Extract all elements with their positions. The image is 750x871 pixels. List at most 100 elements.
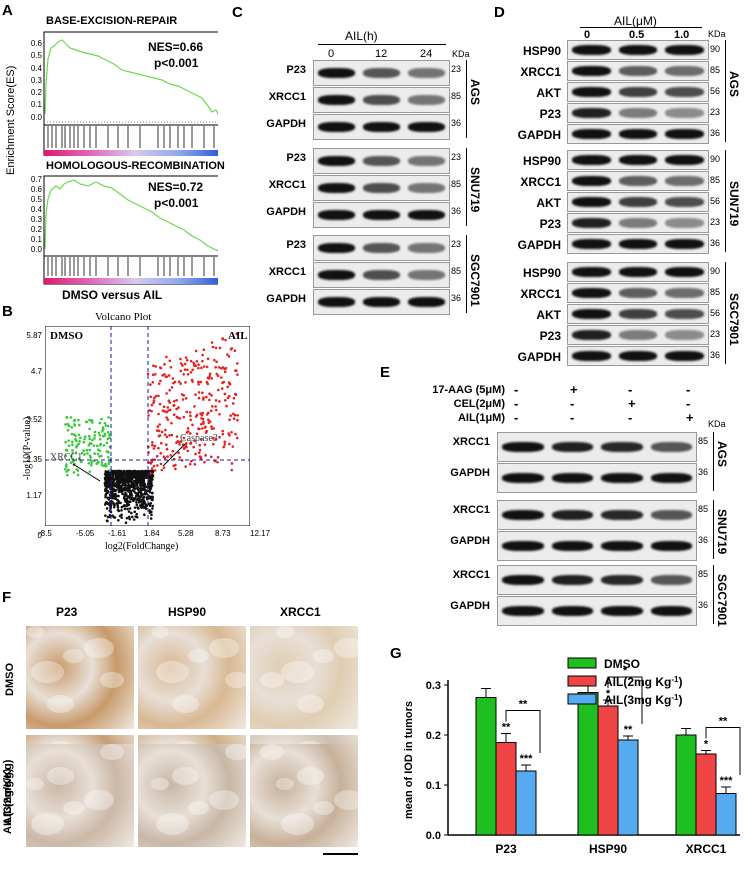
ihc-texture — [276, 626, 294, 638]
point-ns — [128, 489, 132, 493]
cell-line-label: AGS — [468, 78, 482, 105]
point-down — [105, 450, 109, 453]
point-up — [182, 415, 186, 419]
volcano-xtick: -1.61 — [108, 529, 127, 538]
blot-row-label: AKT — [536, 86, 561, 100]
point-up — [146, 372, 150, 376]
point-ns — [128, 507, 132, 510]
point-ns — [111, 470, 114, 473]
point-ns — [105, 485, 109, 489]
point-up — [156, 425, 160, 428]
point-ns — [130, 477, 134, 481]
volcano-right-group: AIL — [228, 330, 248, 342]
point-ns — [150, 498, 154, 501]
volcano-ytick: 5.87 — [26, 331, 42, 340]
y-tick-label: 0.1 — [426, 780, 441, 792]
point-down — [83, 435, 87, 438]
y-tick-label: 0.2 — [426, 730, 441, 742]
significance-stars: ** — [624, 724, 633, 736]
point-up — [197, 380, 200, 384]
point-up — [160, 468, 164, 472]
point-ns — [126, 476, 130, 479]
point-ns — [134, 475, 137, 478]
ihc-texture — [260, 672, 284, 688]
blot-row-label: GAPDH — [450, 600, 490, 612]
bar — [495, 742, 517, 836]
point-ns — [144, 473, 148, 477]
point-up — [158, 423, 161, 426]
y-tick-label: 0.0 — [426, 830, 441, 842]
blot-row-label: HSP90 — [522, 44, 561, 58]
blot-strip — [567, 304, 709, 324]
point-up — [232, 412, 235, 416]
point-up — [210, 394, 213, 397]
point-up — [223, 370, 227, 374]
protein-band — [601, 575, 643, 585]
protein-band — [572, 239, 611, 249]
point-up — [200, 366, 203, 370]
volcano-xtick: 1.84 — [144, 529, 160, 538]
significance-stars: *** — [520, 753, 534, 765]
volcano-ytick: 4.7 — [30, 367, 42, 376]
point-down — [83, 453, 86, 456]
point-up — [171, 377, 175, 380]
blot-row-label: HSP90 — [522, 154, 561, 168]
protein-band — [665, 87, 704, 97]
point-up — [236, 373, 239, 376]
protein-band — [650, 473, 692, 483]
point-ns — [112, 484, 116, 488]
point-up — [198, 448, 202, 452]
protein-band — [650, 541, 692, 551]
point-down — [71, 449, 74, 452]
point-up — [218, 346, 222, 350]
point-ns — [147, 477, 150, 480]
mw-marker: 36 — [710, 128, 721, 138]
group-bracket — [466, 60, 467, 138]
protein-band — [318, 183, 355, 193]
point-down — [77, 457, 81, 460]
point-up — [160, 430, 164, 434]
protein-band — [618, 66, 658, 76]
blot-strip — [313, 148, 450, 174]
point-down — [100, 461, 104, 464]
point-up — [164, 443, 168, 446]
point-up — [152, 401, 155, 405]
protein-band — [551, 541, 593, 551]
protein-band — [572, 176, 611, 186]
y-axis-label: mean of IOD in tumors — [403, 701, 415, 819]
point-ns — [117, 488, 121, 492]
point-up — [183, 362, 187, 366]
point-down — [71, 440, 74, 444]
point-up — [205, 365, 209, 369]
point-down — [88, 454, 92, 458]
volcano-ylabel: -log10(P-value) — [22, 416, 33, 480]
point-ns — [129, 474, 132, 478]
point-down — [66, 422, 70, 426]
mw-marker: 85 — [698, 436, 709, 446]
x-tick-label: HSP90 — [589, 842, 627, 856]
point-up — [149, 395, 153, 399]
point-up — [159, 441, 163, 445]
point-ns — [134, 495, 138, 498]
blot-row-label: XRCC1 — [452, 436, 490, 448]
point-up — [231, 445, 235, 448]
point-up — [197, 382, 200, 386]
protein-band — [665, 351, 704, 361]
point-up — [175, 407, 178, 411]
volcano-ytick: 0 — [37, 531, 42, 540]
point-ns — [109, 483, 113, 487]
bar — [577, 692, 599, 836]
point-up — [193, 463, 197, 466]
blot-row-label: GAPDH — [517, 128, 561, 142]
blot-row-label: XRCC1 — [452, 504, 490, 516]
point-up — [208, 420, 212, 423]
gsea2-yticks: 0.7 0.6 0.5 0.4 0.3 0.2 0.1 0.0 — [30, 175, 42, 254]
protein-band — [665, 45, 704, 55]
legend-swatch — [567, 675, 597, 687]
point-down — [107, 416, 110, 419]
point-ns — [117, 518, 120, 522]
point-ns — [149, 482, 153, 485]
point-up — [181, 364, 184, 367]
point-ns — [133, 510, 137, 514]
point-ns — [141, 473, 144, 477]
